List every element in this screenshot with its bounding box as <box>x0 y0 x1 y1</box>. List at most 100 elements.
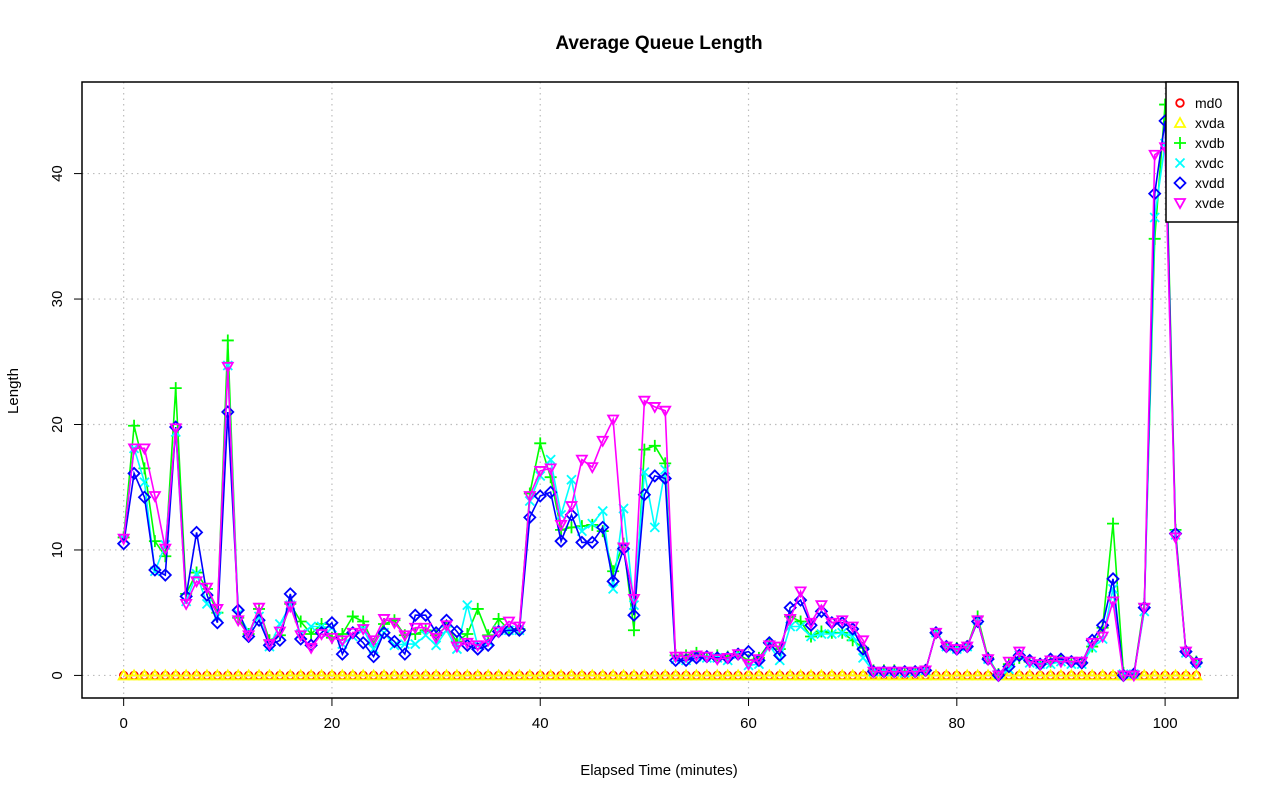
data-point-xvde <box>752 654 766 666</box>
x-axis: 0 20 40 60 80 100 <box>119 698 1178 732</box>
data-point-xvda <box>262 668 276 681</box>
data-point-xvdd <box>512 623 527 638</box>
data-point-xvde <box>1033 659 1047 671</box>
data-point-xvde <box>325 632 339 645</box>
data-point-xvdb <box>336 628 349 641</box>
data-point-xvde <box>1148 149 1162 162</box>
data-point-xvde <box>887 666 901 679</box>
data-point-xvde <box>866 666 881 679</box>
data-point-xvdd <box>283 587 298 601</box>
data-point-xvde <box>898 666 912 679</box>
data-point-xvdd <box>366 649 381 664</box>
data-point-xvde <box>200 582 214 595</box>
data-point-xvdd <box>116 536 131 551</box>
data-point-xvde <box>137 443 152 456</box>
data-point-xvda <box>721 668 735 681</box>
data-point-xvdd <box>387 634 402 649</box>
data-point-xvde <box>585 462 599 475</box>
data-point-xvde <box>179 599 193 611</box>
data-point-xvda <box>502 668 516 681</box>
data-point-xvdd <box>450 624 464 639</box>
data-point-xvda <box>1033 668 1047 681</box>
data-point-xvde <box>856 635 870 648</box>
data-point-xvde <box>1096 631 1110 644</box>
data-point-xvdd <box>377 625 391 640</box>
data-point-xvde <box>658 405 672 418</box>
data-point-xvdd <box>502 623 516 638</box>
data-point-xvdb <box>638 443 651 456</box>
data-point-xvda <box>1168 668 1183 681</box>
data-point-xvde <box>242 630 256 643</box>
data-point-xvda <box>523 668 537 681</box>
legend-label-xvda: xvda <box>1195 115 1225 131</box>
data-point-xvda <box>512 668 526 681</box>
data-point-xvda <box>825 668 839 681</box>
data-point-xvda <box>304 668 318 681</box>
data-point-xvde <box>877 666 891 679</box>
data-point-xvdc <box>430 640 442 651</box>
data-point-xvde <box>1012 646 1026 659</box>
data-point-xvde <box>429 632 443 645</box>
data-point-xvde <box>741 659 756 671</box>
data-point-xvdd <box>335 647 350 661</box>
data-point-xvde <box>252 602 266 615</box>
data-point-xvdc <box>305 621 317 632</box>
data-point-xvdd <box>783 600 797 615</box>
data-point-xvde <box>460 637 474 650</box>
data-point-xvda <box>627 668 641 681</box>
data-point-xvdb <box>648 439 661 452</box>
data-point-xvda <box>648 668 662 681</box>
y-tick-label: 10 <box>49 542 66 559</box>
legend-marker-xvdc <box>1174 157 1186 169</box>
data-point-xvde <box>1137 602 1151 615</box>
data-point-xvde <box>554 519 568 532</box>
data-point-xvdb <box>169 382 182 395</box>
x-axis-label: Elapsed Time (minutes) <box>580 762 738 779</box>
data-point-xvde <box>398 630 412 643</box>
data-point-xvda <box>1064 668 1078 681</box>
data-point-xvda <box>1054 668 1068 681</box>
data-point-xvda <box>971 668 985 681</box>
data-point-xvde <box>346 627 360 640</box>
data-point-xvde <box>221 361 235 374</box>
data-point-xvdd <box>533 489 548 503</box>
data-point-xvdc <box>566 474 577 485</box>
data-point-xvdd <box>293 632 308 646</box>
series-layer <box>116 98 1204 683</box>
data-point-xvde <box>939 641 953 654</box>
data-point-xvda <box>429 668 443 681</box>
data-point-xvde <box>981 654 995 666</box>
data-point-xvde <box>148 491 162 503</box>
data-point-xvda <box>939 668 953 681</box>
data-point-xvde <box>648 402 662 414</box>
data-point-xvdb <box>815 625 828 638</box>
data-point-xvda <box>1044 668 1058 681</box>
data-point-xvda <box>367 668 381 681</box>
data-point-xvda <box>210 668 224 681</box>
data-point-xvda <box>137 668 152 681</box>
data-point-xvda <box>544 668 558 681</box>
data-point-xvdd <box>1147 186 1162 201</box>
data-point-xvda <box>169 668 183 681</box>
data-point-xvde <box>617 542 631 555</box>
series-line-xvde <box>122 145 1197 677</box>
data-point-xvde <box>1002 656 1016 669</box>
data-point-xvde <box>1054 656 1068 669</box>
data-point-xvda <box>762 668 776 681</box>
data-point-xvde <box>971 615 985 628</box>
data-point-xvde <box>919 665 933 678</box>
data-point-xvde <box>502 616 516 629</box>
data-point-xvda <box>585 668 599 681</box>
legend-marker-xvdb <box>1174 137 1186 149</box>
data-point-xvde <box>721 652 735 665</box>
data-point-xvde <box>335 635 349 648</box>
data-point-xvdd <box>585 535 600 550</box>
data-point-xvde <box>1189 657 1203 670</box>
data-point-xvdd <box>210 615 225 630</box>
data-point-xvde <box>637 395 651 408</box>
legend-label-xvdc: xvdc <box>1195 155 1224 171</box>
data-point-xvdd <box>856 642 870 656</box>
data-point-xvdc <box>597 505 608 517</box>
data-point-xvdd <box>127 466 141 481</box>
